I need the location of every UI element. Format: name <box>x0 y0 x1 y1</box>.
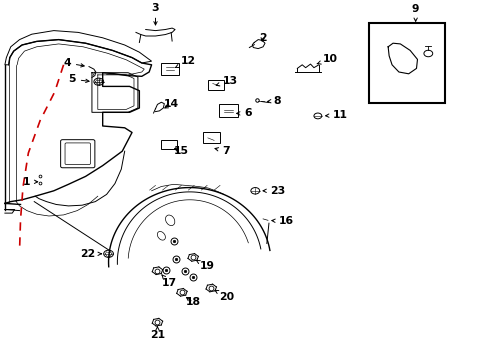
Text: 18: 18 <box>185 297 201 307</box>
Text: 10: 10 <box>317 54 337 64</box>
Text: 13: 13 <box>216 76 237 86</box>
Text: 8: 8 <box>267 96 281 106</box>
Text: 5: 5 <box>68 74 89 84</box>
Text: 21: 21 <box>150 327 164 340</box>
Text: 23: 23 <box>263 186 285 196</box>
Text: 17: 17 <box>161 275 176 288</box>
Text: 3: 3 <box>151 3 159 25</box>
Text: 1: 1 <box>23 177 38 187</box>
Text: 7: 7 <box>215 146 230 156</box>
Text: 9: 9 <box>411 4 419 21</box>
Text: 22: 22 <box>80 249 101 259</box>
Text: 14: 14 <box>163 99 179 109</box>
Text: 20: 20 <box>215 291 234 302</box>
Text: 2: 2 <box>258 33 266 43</box>
Text: 15: 15 <box>173 146 188 156</box>
Text: 16: 16 <box>271 216 293 226</box>
Text: 12: 12 <box>175 56 196 68</box>
Text: 19: 19 <box>196 260 214 271</box>
Text: 6: 6 <box>236 108 252 118</box>
Bar <box>368 23 444 103</box>
Text: 4: 4 <box>63 58 84 68</box>
Text: 11: 11 <box>325 110 347 120</box>
